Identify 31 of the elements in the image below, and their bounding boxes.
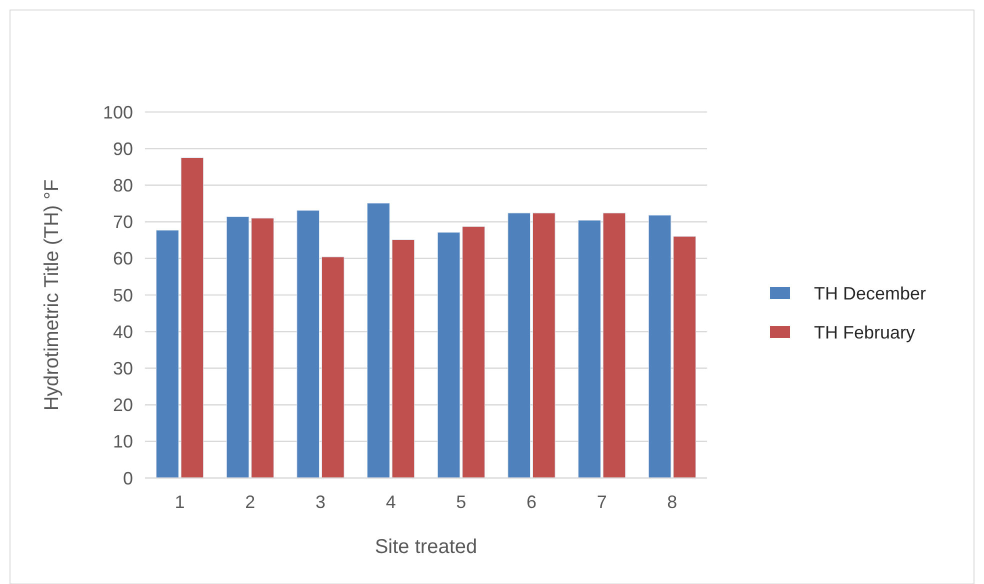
x-tick-label: 5 <box>456 492 466 512</box>
y-tick-label: 40 <box>112 322 133 342</box>
bar <box>578 220 601 478</box>
bar <box>251 218 274 478</box>
bar <box>296 210 320 478</box>
y-tick-label: 50 <box>112 285 133 306</box>
y-tick-label: 30 <box>112 358 133 378</box>
y-tick-label: 60 <box>112 248 133 269</box>
x-tick-label: 4 <box>386 492 396 512</box>
x-tick-label: 1 <box>174 492 185 512</box>
y-tick-label: 100 <box>102 102 133 122</box>
x-tick-label: 7 <box>596 492 607 512</box>
legend-label: TH February <box>814 322 916 342</box>
y-tick-label: 80 <box>112 176 133 196</box>
legend-label: TH December <box>814 283 926 304</box>
x-tick-label: 3 <box>315 492 326 512</box>
bar <box>602 212 626 478</box>
y-tick-label: 20 <box>112 395 133 416</box>
x-tick-label: 6 <box>526 492 537 512</box>
y-tick-label: 70 <box>112 212 133 232</box>
x-axis-title: Site treated <box>374 536 478 558</box>
bar <box>226 216 250 478</box>
y-axis-title: Hydrotimetric Title (TH) °F <box>41 179 63 411</box>
bar <box>508 212 531 478</box>
y-tick-label: 90 <box>112 138 133 159</box>
x-tick-label: 2 <box>245 492 256 512</box>
y-tick-label: 0 <box>122 468 133 488</box>
bar <box>321 256 344 478</box>
y-tick-label: 10 <box>112 432 133 452</box>
bar <box>532 212 556 478</box>
x-tick-label: 8 <box>667 492 678 512</box>
